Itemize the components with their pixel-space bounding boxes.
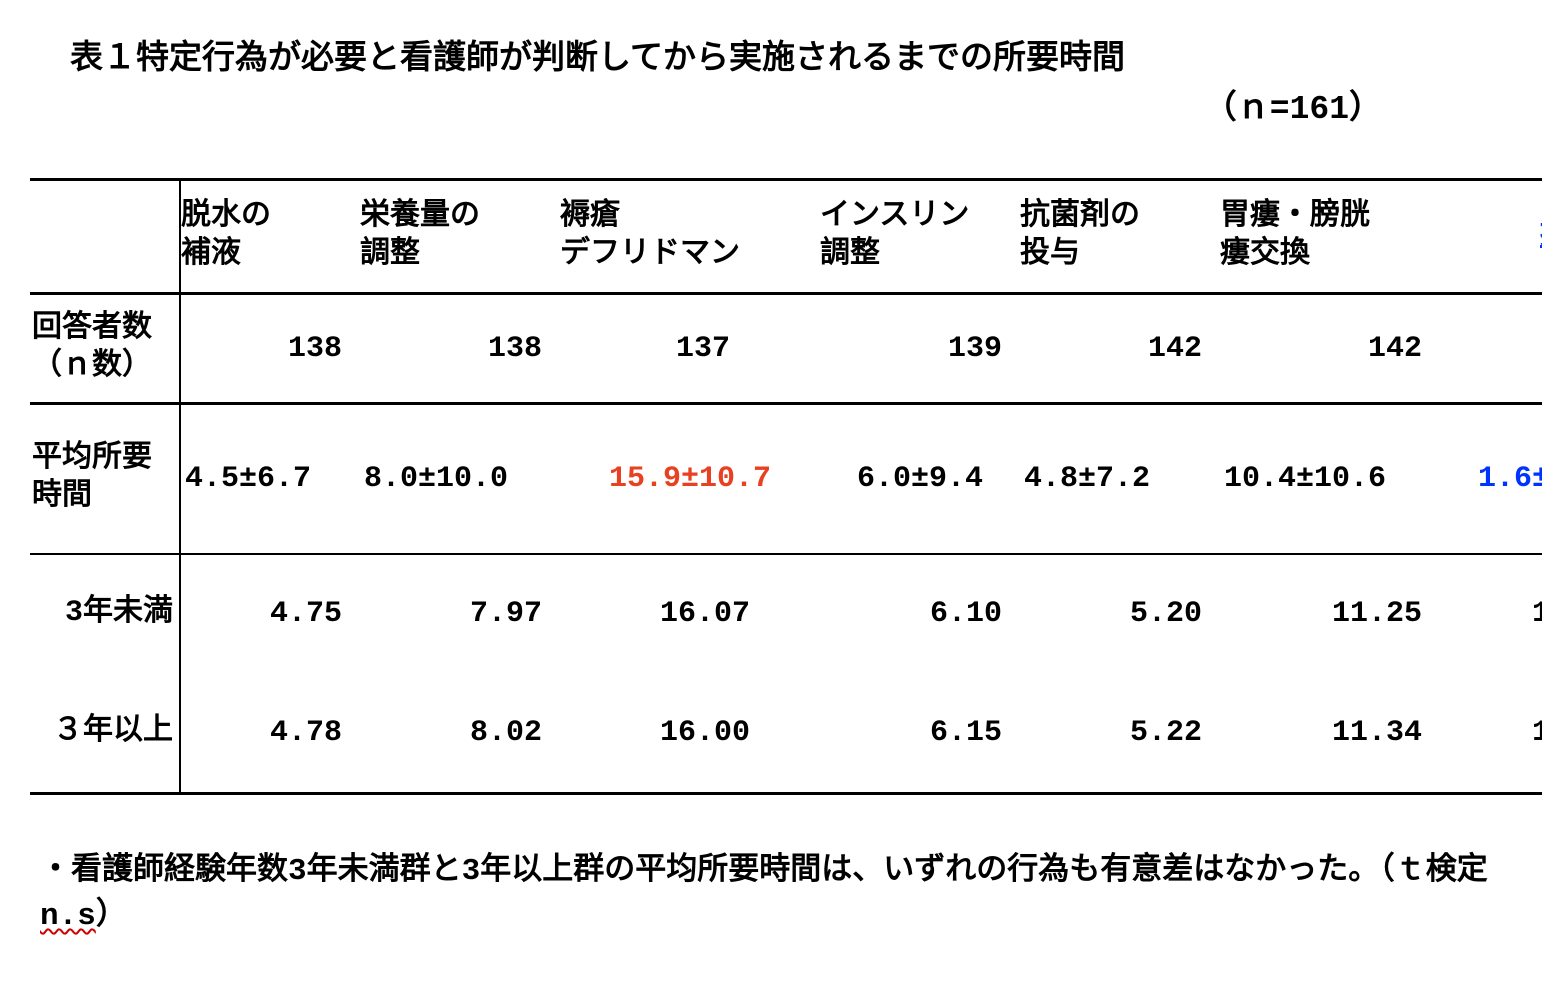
cell-value: 6.10 bbox=[820, 554, 1020, 674]
cell-value: 4.78 bbox=[180, 674, 360, 794]
footnote: ・看護師経験年数3年未満群と3年以上群の平均所要時間は、いずれの行為も有意差はな… bbox=[40, 850, 1502, 940]
cell-value: 11.34 bbox=[1220, 674, 1440, 794]
col-header: 胃瘻・膀胱 瘻交換 bbox=[1220, 180, 1440, 294]
cell-value: 142 bbox=[1020, 294, 1220, 404]
cell-value: 4.8±7.2 bbox=[1020, 404, 1220, 554]
table-row: 平均所要 時間 4.5±6.7 8.0±10.0 15.9±10.7 6.0±9… bbox=[30, 404, 1542, 554]
table-header-row: 脱水の 補液 栄養量の 調整 褥瘡 デフリドマン インスリン 調整 抗菌剤の 投… bbox=[30, 180, 1542, 294]
table-row: 3年未満 4.75 7.97 16.07 6.10 5.20 11.25 1.9… bbox=[30, 554, 1542, 674]
cell-value: 138 bbox=[180, 294, 360, 404]
cell-value: 142 bbox=[1220, 294, 1440, 404]
footnote-suffix: ） bbox=[96, 899, 127, 934]
title-block: 表１特定行為が必要と看護師が判断してから実施されるまでの所要時間 （ｎ=161） bbox=[70, 30, 1502, 128]
cell-value: 1.95 bbox=[1440, 674, 1542, 794]
cell-value: 139 bbox=[820, 294, 1020, 404]
cell-value: 138 bbox=[360, 294, 560, 404]
col-header: 栄養量の 調整 bbox=[360, 180, 560, 294]
col-header: 脱水の 補液 bbox=[180, 180, 360, 294]
row-label: 平均所要 時間 bbox=[30, 404, 180, 554]
table-row: ３年以上 4.78 8.02 16.00 6.15 5.22 11.34 1.9… bbox=[30, 674, 1542, 794]
cell-value: 16.00 bbox=[560, 674, 820, 794]
cell-value: 5.22 bbox=[1020, 674, 1220, 794]
cell-value: 6.15 bbox=[820, 674, 1020, 794]
footnote-text: ・看護師経験年数3年未満群と3年以上群の平均所要時間は、いずれの行為も有意差はな… bbox=[40, 854, 1488, 889]
cell-value-highlighted: 15.9±10.7 bbox=[560, 404, 820, 554]
table-title: 表１特定行為が必要と看護師が判断してから実施されるまでの所要時間 bbox=[70, 30, 1502, 78]
row-label: ３年以上 bbox=[30, 674, 180, 794]
cell-value: 137 bbox=[560, 294, 820, 404]
cell-value: 6.0±9.4 bbox=[820, 404, 1020, 554]
row-label: 3年未満 bbox=[30, 554, 180, 674]
cell-value: 4.5±6.7 bbox=[180, 404, 360, 554]
cell-value: 142 bbox=[1440, 294, 1542, 404]
table-row: 回答者数 （ｎ数） 138 138 137 139 142 142 142 bbox=[30, 294, 1542, 404]
cell-value: 4.75 bbox=[180, 554, 360, 674]
cell-value: 1.94 bbox=[1440, 554, 1542, 674]
col-header-highlighted: 搬送 bbox=[1440, 180, 1542, 294]
cell-value: 8.0±10.0 bbox=[360, 404, 560, 554]
data-table: 脱水の 補液 栄養量の 調整 褥瘡 デフリドマン インスリン 調整 抗菌剤の 投… bbox=[30, 178, 1542, 795]
header-empty bbox=[30, 180, 180, 294]
col-header: 抗菌剤の 投与 bbox=[1020, 180, 1220, 294]
table-subtitle-n: （ｎ=161） bbox=[70, 80, 1502, 128]
row-label: 回答者数 （ｎ数） bbox=[30, 294, 180, 404]
footnote-wavy: n.s bbox=[40, 899, 96, 934]
cell-value: 7.97 bbox=[360, 554, 560, 674]
cell-value: 16.07 bbox=[560, 554, 820, 674]
cell-value: 11.25 bbox=[1220, 554, 1440, 674]
cell-value-highlighted: 1.6±3.5 bbox=[1440, 404, 1542, 554]
cell-value: 10.4±10.6 bbox=[1220, 404, 1440, 554]
col-header: 褥瘡 デフリドマン bbox=[560, 180, 820, 294]
col-header: インスリン 調整 bbox=[820, 180, 1020, 294]
cell-value: 5.20 bbox=[1020, 554, 1220, 674]
cell-value: 8.02 bbox=[360, 674, 560, 794]
